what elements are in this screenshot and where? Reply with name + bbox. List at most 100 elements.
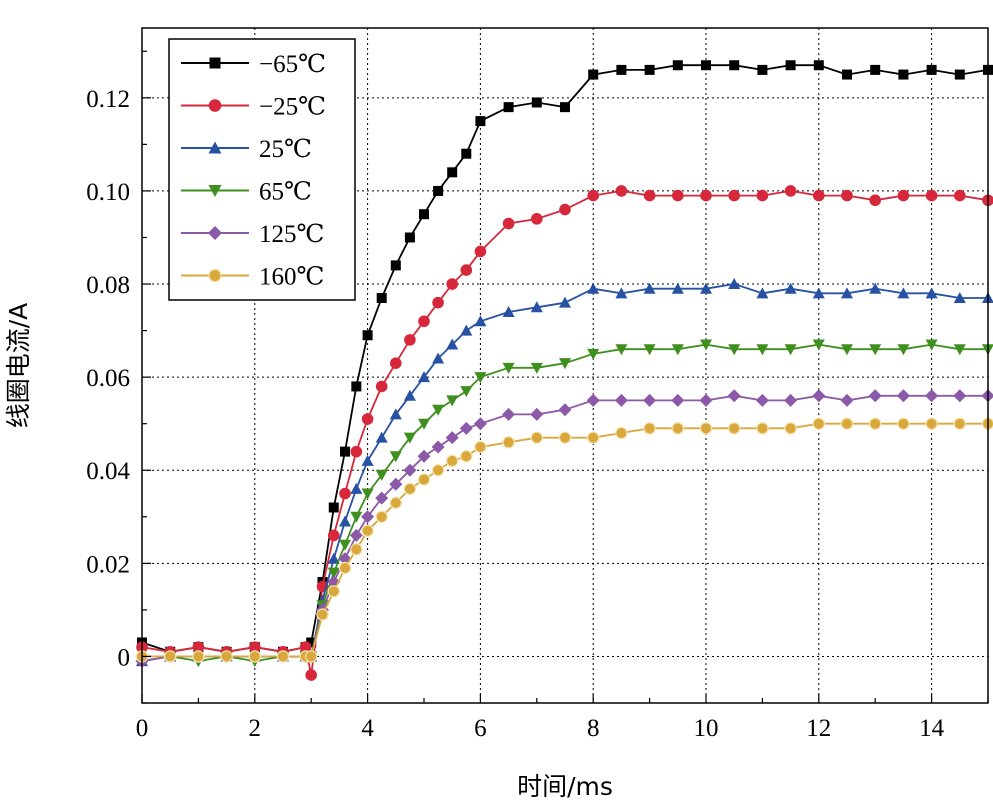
data-point [446, 338, 459, 350]
data-point [459, 421, 473, 435]
data-point [403, 432, 416, 444]
data-point [447, 167, 458, 178]
plot-frame [141, 27, 989, 704]
data-point [897, 189, 910, 202]
data-point [755, 393, 769, 407]
data-point [350, 543, 363, 556]
data-point [375, 431, 388, 443]
data-point [530, 301, 543, 313]
data-point [559, 203, 571, 216]
data-point [559, 296, 571, 308]
data-point [502, 407, 516, 421]
x-axis-title: 时间/ms [517, 772, 613, 801]
data-point [925, 287, 938, 299]
y-tick-label: 0.02 [86, 551, 130, 578]
data-point [953, 389, 967, 403]
data-point [559, 358, 571, 370]
data-point [432, 404, 445, 416]
legend-item: 65℃ [181, 179, 312, 206]
data-point [784, 344, 797, 356]
data-point [671, 282, 684, 294]
data-point [350, 511, 363, 523]
data-point [361, 454, 374, 466]
data-point [339, 539, 352, 551]
data-point [305, 650, 318, 663]
data-point [208, 268, 222, 283]
x-tick-label: 10 [694, 715, 719, 742]
data-point [672, 60, 683, 71]
data-point [328, 502, 339, 513]
data-point [502, 217, 515, 230]
data-point [375, 491, 389, 505]
data-point [699, 393, 713, 407]
data-point [587, 189, 599, 202]
data-point [376, 293, 387, 303]
data-point [474, 440, 487, 454]
legend-box [168, 38, 356, 301]
data-point [643, 189, 656, 202]
x-tick-label: 4 [361, 715, 374, 742]
data-point [338, 561, 352, 575]
data-point [812, 287, 825, 299]
data-point [349, 528, 363, 542]
data-point [615, 344, 628, 356]
data-point [954, 69, 965, 80]
data-point [361, 413, 374, 425]
y-tick-label: 0.04 [86, 458, 130, 485]
data-point [700, 339, 712, 351]
data-point [868, 389, 882, 403]
y-tick-label: 0.10 [86, 179, 130, 206]
data-point [350, 482, 363, 494]
data-point [375, 510, 388, 523]
data-point [446, 395, 459, 407]
data-point [460, 386, 473, 398]
data-point [375, 469, 388, 481]
data-point [431, 440, 445, 454]
data-point [474, 245, 487, 258]
data-point [390, 260, 401, 271]
data-point [192, 641, 205, 653]
data-point [643, 344, 656, 356]
data-point [389, 477, 403, 491]
data-point [898, 69, 909, 80]
data-point [208, 226, 222, 240]
legend-label: −25℃ [259, 94, 326, 121]
data-point [785, 60, 796, 71]
data-point [473, 417, 487, 431]
data-point [757, 64, 768, 75]
data-point [869, 417, 882, 430]
data-point [248, 650, 261, 663]
data-point [419, 209, 429, 220]
data-point [558, 431, 572, 444]
data-point [729, 60, 740, 71]
data-point [699, 422, 713, 435]
data-point [208, 185, 222, 197]
data-point [897, 417, 910, 430]
data-point [841, 287, 853, 299]
data-point [813, 189, 825, 202]
y-axis-title: 线圈电流/A [4, 303, 33, 429]
data-point [475, 116, 486, 127]
data-point [192, 650, 205, 663]
data-point [431, 464, 445, 477]
data-point [361, 510, 375, 524]
y-tick-label: 0.12 [86, 86, 130, 113]
data-point [404, 334, 416, 346]
data-point [812, 389, 826, 403]
data-point [531, 97, 542, 108]
data-point [784, 422, 797, 435]
data-point [870, 64, 881, 75]
data-point [350, 445, 363, 458]
data-point [587, 282, 600, 294]
data-point [446, 454, 459, 468]
data-point [842, 69, 852, 80]
data-point [460, 450, 473, 463]
data-point [361, 488, 374, 500]
legend-item: −65℃ [181, 51, 326, 78]
y-tick-label: 0.08 [86, 272, 130, 299]
data-point [375, 380, 388, 393]
data-point [460, 324, 473, 336]
data-point [418, 418, 430, 430]
x-tick-label: 2 [249, 715, 262, 742]
data-point [615, 287, 628, 299]
